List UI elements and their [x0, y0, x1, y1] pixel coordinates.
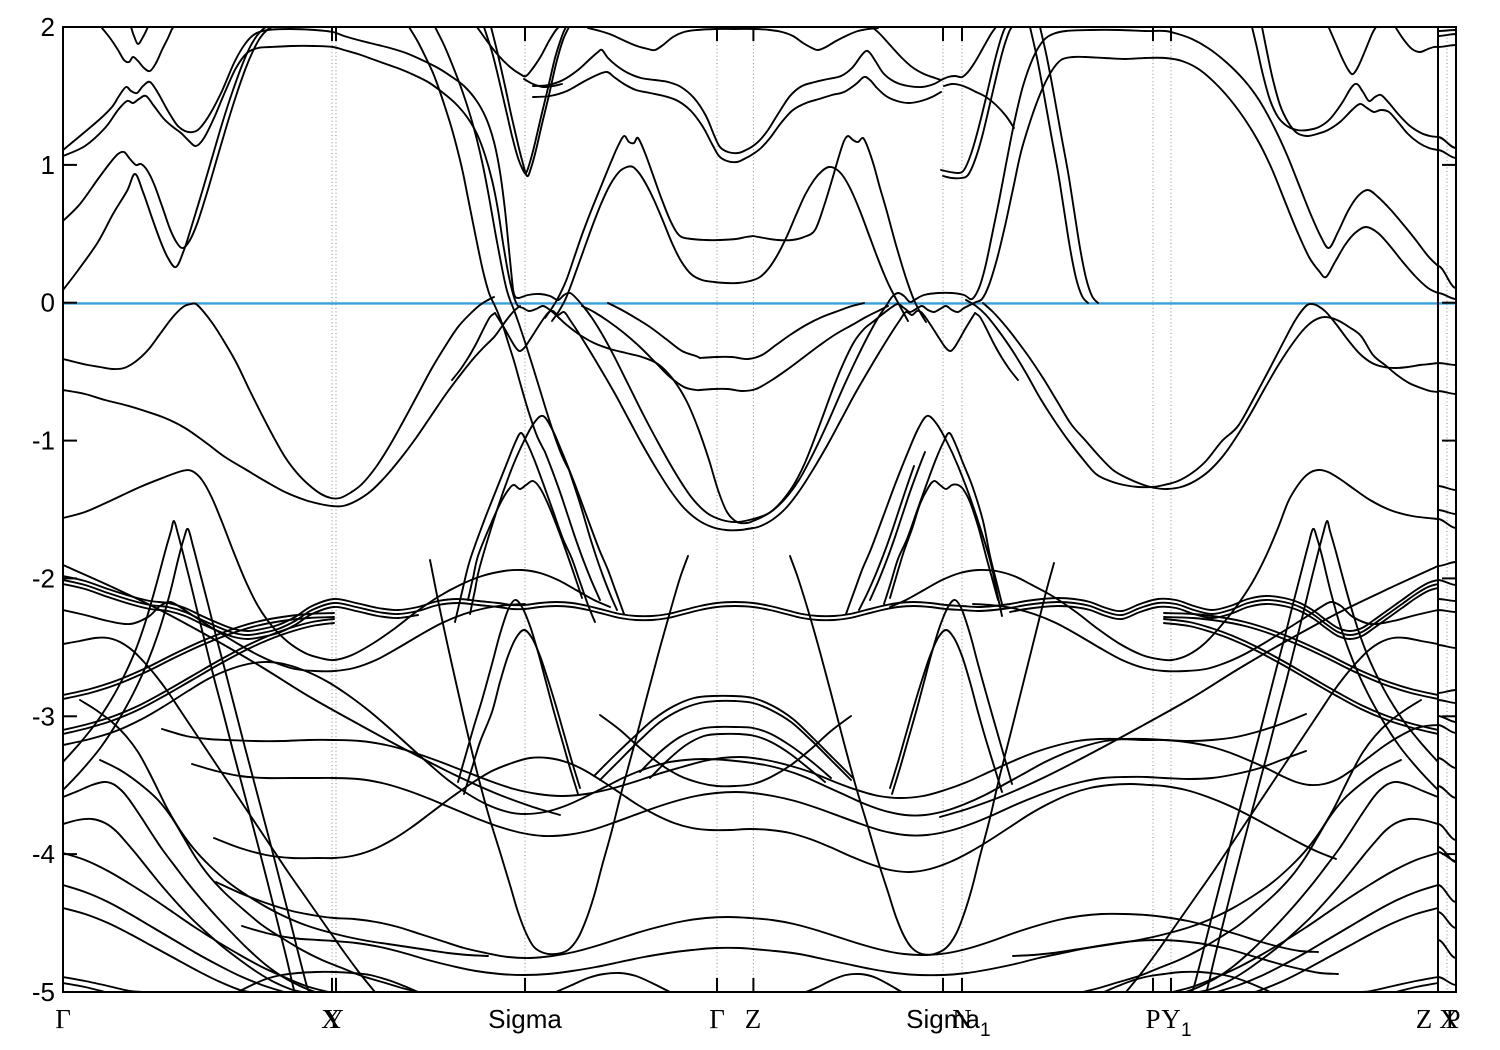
svg-text:Z: Z	[745, 1004, 762, 1034]
svg-text:Γ: Γ	[55, 1004, 71, 1034]
svg-text:X: X	[321, 1004, 341, 1034]
svg-text:-2: -2	[32, 563, 55, 593]
svg-text:Γ: Γ	[709, 1004, 725, 1034]
svg-text:Sigma: Sigma	[906, 1004, 980, 1034]
svg-text:Sigma: Sigma	[488, 1004, 562, 1034]
svg-text:1: 1	[41, 150, 55, 180]
svg-text:2: 2	[41, 12, 55, 42]
svg-text:1: 1	[980, 1020, 991, 1041]
svg-text:P: P	[1145, 1004, 1160, 1034]
svg-text:-5: -5	[32, 977, 55, 1007]
svg-text:Y: Y	[324, 1004, 344, 1034]
svg-text:-3: -3	[32, 701, 55, 731]
svg-text:Y: Y	[1161, 1004, 1181, 1034]
svg-text:-4: -4	[32, 839, 55, 869]
svg-text:N: N	[952, 1004, 972, 1034]
svg-text:Z: Z	[1416, 1004, 1433, 1034]
svg-text:P: P	[1445, 1004, 1460, 1034]
svg-text:1: 1	[1181, 1020, 1192, 1041]
svg-text:0: 0	[41, 288, 55, 318]
svg-text:X: X	[1439, 1004, 1459, 1034]
svg-text:-1: -1	[32, 426, 55, 456]
